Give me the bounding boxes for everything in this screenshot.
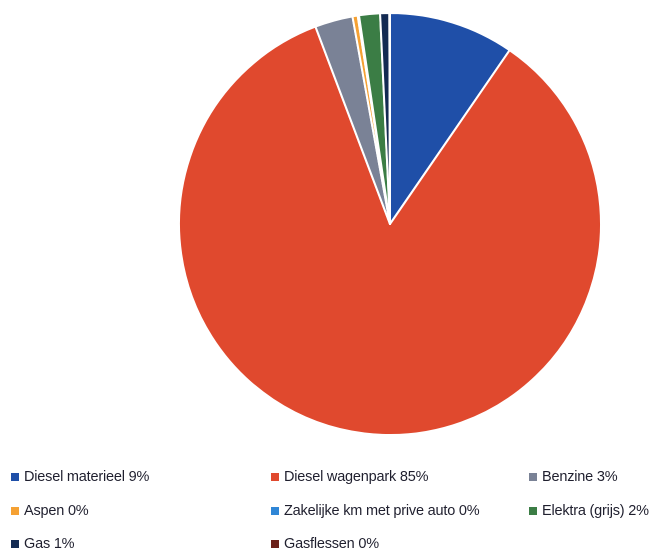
- legend-item-gasflessen: Gasflessen 0%: [271, 536, 379, 552]
- pie-chart: [178, 11, 602, 436]
- legend-swatch-diesel-wagenpark: [271, 473, 279, 481]
- legend-swatch-gas: [11, 540, 19, 548]
- legend-item-diesel-materieel: Diesel materieel 9%: [11, 469, 149, 485]
- legend-label-diesel-materieel: Diesel materieel 9%: [24, 469, 150, 485]
- legend-swatch-benzine: [529, 473, 537, 481]
- legend-swatch-aspen: [11, 507, 19, 515]
- legend-item-elektra: Elektra (grijs) 2%: [529, 503, 649, 519]
- legend-item-diesel-wagenpark: Diesel wagenpark 85%: [271, 469, 429, 485]
- legend-label-benzine: Benzine 3%: [542, 469, 618, 485]
- pie-slice-diesel-wagenpark-85: [178, 25, 602, 436]
- legend-item-zakelijke-km: Zakelijke km met prive auto 0%: [271, 503, 480, 519]
- legend-item-aspen: Aspen 0%: [11, 503, 89, 519]
- legend-label-gasflessen: Gasflessen 0%: [284, 536, 379, 552]
- legend-swatch-zakelijke-km: [271, 507, 279, 515]
- legend-label-diesel-wagenpark: Diesel wagenpark 85%: [284, 469, 429, 485]
- legend-swatch-gasflessen: [271, 540, 279, 548]
- legend-item-gas: Gas 1%: [11, 536, 75, 552]
- legend-label-aspen: Aspen 0%: [24, 503, 89, 519]
- legend-swatch-diesel-materieel: [11, 473, 19, 481]
- pie-slice-diesel-materieel-9: [389, 12, 511, 225]
- legend-swatch-elektra: [529, 507, 537, 515]
- legend: Diesel materieel 9% Diesel wagenpark 85%…: [0, 448, 668, 553]
- legend-label-zakelijke-km: Zakelijke km met prive auto 0%: [284, 503, 480, 519]
- legend-label-elektra: Elektra (grijs) 2%: [542, 503, 649, 519]
- legend-label-gas: Gas 1%: [24, 536, 75, 552]
- legend-item-benzine: Benzine 3%: [529, 469, 618, 485]
- pie-slice-gasflessen-0: [388, 11, 391, 225]
